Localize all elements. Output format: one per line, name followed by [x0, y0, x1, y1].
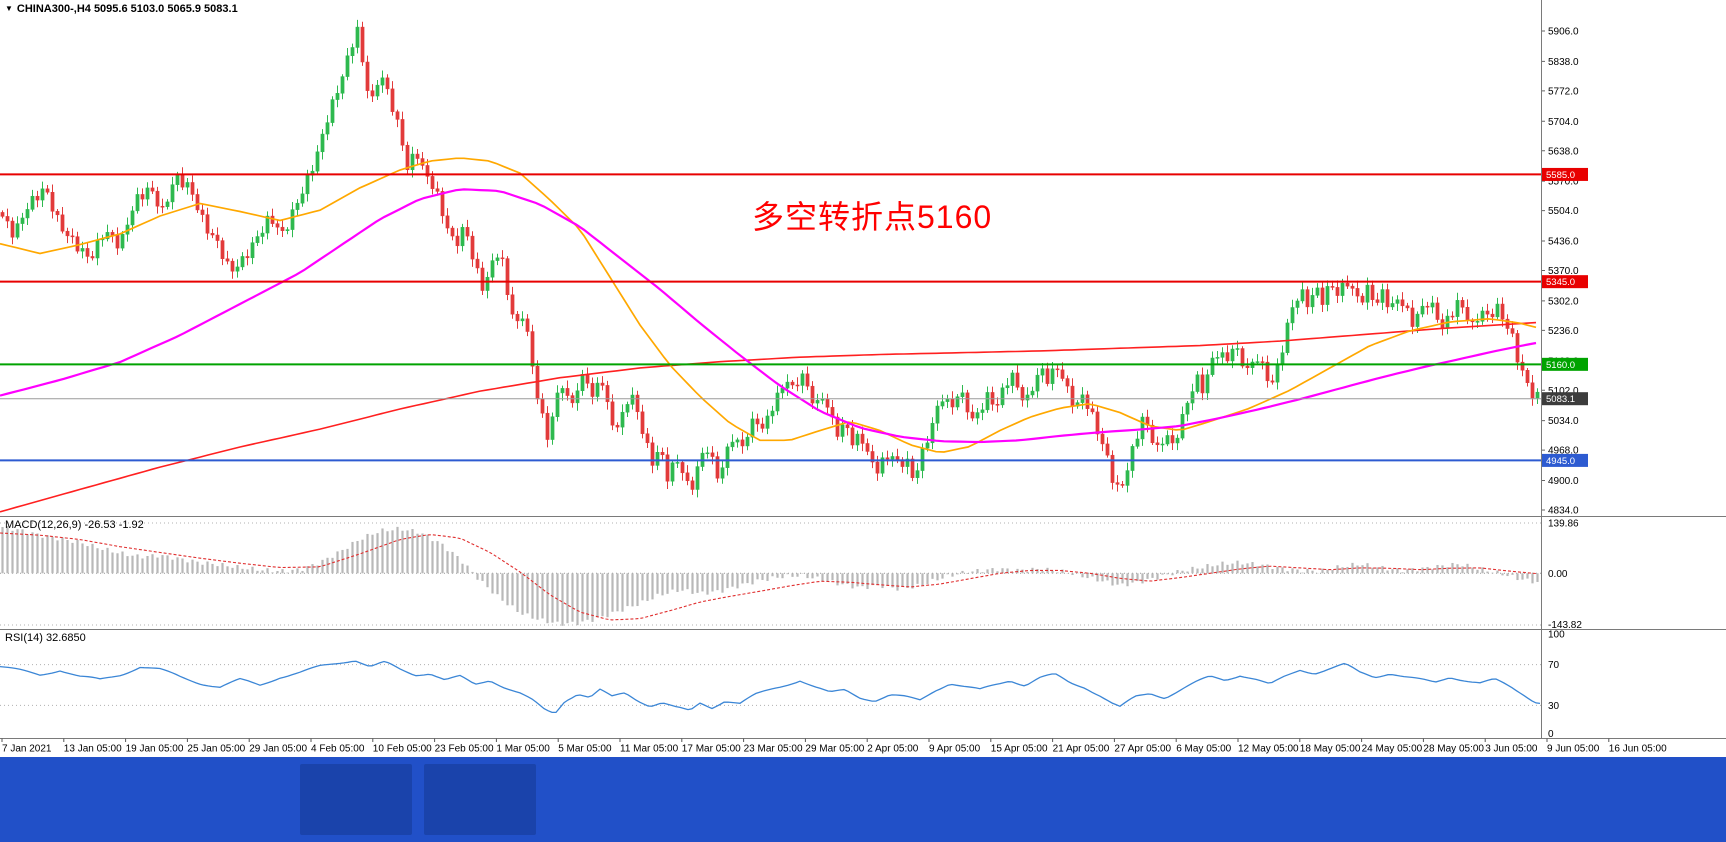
- time-axis-label: 3 Jun 05:00: [1485, 744, 1538, 755]
- time-axis-label: 5 Mar 05:00: [558, 744, 612, 755]
- taskbar-item[interactable]: [300, 764, 412, 835]
- svg-text:4945.0: 4945.0: [1546, 456, 1575, 467]
- price-tag: [1542, 275, 1588, 289]
- price-tag: [1542, 167, 1588, 181]
- price-axis-label: 5436.0: [1548, 237, 1579, 248]
- time-axis-label: 25 Jan 05:00: [187, 744, 245, 755]
- taskbar-item[interactable]: [424, 764, 536, 835]
- time-axis-label: 12 May 05:00: [1238, 744, 1299, 755]
- macd-axis-label: -143.82: [1548, 620, 1582, 631]
- svg-text:5585.0: 5585.0: [1546, 170, 1575, 181]
- time-axis-label: 9 Apr 05:00: [929, 744, 981, 755]
- time-axis-label: 7 Jan 2021: [2, 744, 52, 755]
- price-axis-label: 5236.0: [1548, 326, 1579, 337]
- symbol-title: CHINA300-,H4 5095.6 5103.0 5065.9 5083.1: [16, 3, 238, 15]
- time-axis-label: 29 Jan 05:00: [249, 744, 307, 755]
- price-axis-label: 5906.0: [1548, 27, 1579, 38]
- macd-axis-label: 139.86: [1548, 519, 1579, 530]
- price-tag: [1542, 453, 1588, 467]
- time-axis-label: 23 Mar 05:00: [744, 744, 803, 755]
- price-axis-label: 5302.0: [1548, 296, 1579, 307]
- time-axis-label: 9 Jun 05:00: [1547, 744, 1600, 755]
- time-axis-label: 1 Mar 05:00: [496, 744, 550, 755]
- rsi-axis-label: 70: [1548, 660, 1560, 671]
- price-axis-label: 5838.0: [1548, 57, 1579, 68]
- candles-layer: [0, 19, 1540, 498]
- time-axis-label: 28 May 05:00: [1423, 744, 1484, 755]
- price-axis-label: 5772.0: [1548, 86, 1579, 97]
- ma-red-line: [0, 321, 1537, 513]
- time-axis-label: 11 Mar 05:00: [620, 744, 679, 755]
- time-axis-label: 18 May 05:00: [1300, 744, 1361, 755]
- price-axis-label: 5570.0: [1548, 177, 1579, 188]
- symbol-dropdown-icon[interactable]: ▼: [5, 4, 13, 13]
- price-axis-label: 5102.0: [1548, 386, 1579, 397]
- ma-orange-line: [0, 157, 1537, 453]
- time-axis-label: 2 Apr 05:00: [867, 744, 919, 755]
- svg-text:5160.0: 5160.0: [1546, 360, 1575, 371]
- symbol-header: ▼ CHINA300-,H4 5095.6 5103.0 5065.9 5083.…: [5, 3, 238, 15]
- time-axis-label: 21 Apr 05:00: [1053, 744, 1110, 755]
- ma-magenta-line: [0, 188, 1537, 444]
- price-axis-label: 4900.0: [1548, 476, 1579, 487]
- rsi-axis-label: 100: [1548, 630, 1565, 641]
- svg-text:5345.0: 5345.0: [1546, 277, 1575, 288]
- price-axis-label: 5370.0: [1548, 266, 1579, 277]
- rsi-axis-label: 30: [1548, 701, 1560, 712]
- time-axis-label: 4 Feb 05:00: [311, 744, 365, 755]
- time-axis-label: 15 Apr 05:00: [991, 744, 1048, 755]
- time-axis-label: 27 Apr 05:00: [1114, 744, 1171, 755]
- time-axis-label: 24 May 05:00: [1362, 744, 1423, 755]
- macd-histogram: [1, 526, 1539, 626]
- svg-text:5083.1: 5083.1: [1546, 394, 1575, 405]
- rsi-pane-label: RSI(14) 32.6850: [5, 632, 86, 644]
- rsi-line: [0, 660, 1541, 714]
- price-axis-label: 5034.0: [1548, 416, 1579, 427]
- price-axis-label: 4834.0: [1548, 506, 1579, 517]
- rsi-axis-label: 0: [1548, 729, 1554, 740]
- price-axis-label: 4968.0: [1548, 446, 1579, 457]
- time-axis-label: 6 May 05:00: [1176, 744, 1231, 755]
- price-axis-label: 5504.0: [1548, 206, 1579, 217]
- time-axis-label: 13 Jan 05:00: [64, 744, 122, 755]
- price-axis-label: 5704.0: [1548, 117, 1579, 128]
- macd-axis-label: 0.00: [1548, 569, 1568, 580]
- time-axis-label: 23 Feb 05:00: [435, 744, 494, 755]
- time-axis-label: 17 Mar 05:00: [682, 744, 741, 755]
- chart-annotation-text[interactable]: 多空转折点5160: [752, 199, 993, 235]
- chart-canvas[interactable]: 5906.0 5838.0 5772.0 5704.0 5638.0 5570.0 5504…: [0, 0, 1726, 757]
- taskbar: [0, 757, 1726, 842]
- time-axis-label: 29 Mar 05:00: [805, 744, 864, 755]
- macd-pane-label: MACD(12,26,9) -26.53 -1.92: [5, 519, 144, 531]
- time-axis-label: 16 Jun 05:00: [1609, 744, 1667, 755]
- price-axis-label: 5638.0: [1548, 146, 1579, 157]
- macd-signal-line: [0, 532, 1537, 621]
- price-tag: [1542, 357, 1588, 371]
- time-axis-label: 19 Jan 05:00: [126, 744, 184, 755]
- time-axis-label: 10 Feb 05:00: [373, 744, 432, 755]
- price-tag: [1542, 392, 1588, 406]
